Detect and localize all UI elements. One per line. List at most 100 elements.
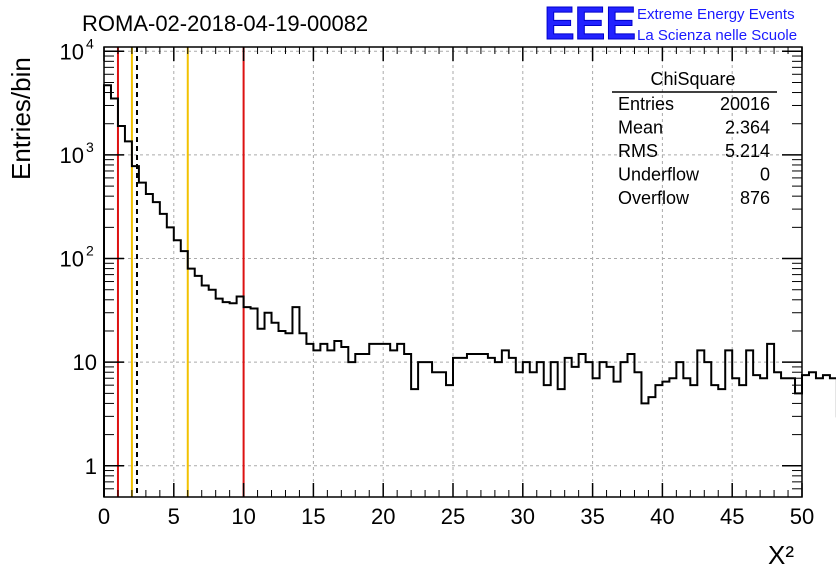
histogram-bin [830,378,836,497]
histogram-bin [446,385,453,497]
histogram-bin [732,378,739,497]
histogram-bin [816,378,823,497]
histogram-bin [502,350,509,497]
histogram-bin [230,303,237,497]
histogram-bin [355,354,362,497]
histogram-bin [390,350,397,497]
logo-line1: Extreme Energy Events [637,6,795,23]
histogram-bin [432,372,439,497]
histogram-bin [690,385,697,497]
y-tick-label-base: 10 [60,247,84,272]
histogram-bin [823,375,830,497]
histogram-bin [655,385,662,497]
histogram-bin [362,354,369,497]
histogram-bin [195,276,202,497]
y-axis-title: Entries/bin [6,57,36,180]
histogram-bin [334,341,341,497]
x-axis-title: X² [768,540,794,570]
histogram-bin [125,141,132,497]
histogram-bin [551,362,558,497]
histogram-bin [139,183,146,497]
histogram-bin [118,126,125,497]
stats-label: RMS [618,141,658,161]
histogram-bin [327,350,334,497]
histogram-bin [383,344,390,497]
histogram-bin [313,350,320,497]
histogram-bin [111,99,118,497]
y-tick-label-base: 10 [60,39,84,64]
histogram-bin [579,354,586,497]
x-tick-label: 35 [580,504,604,529]
x-axis-ticks: 0 5 10 15 20 25 30 35 40 45 50 [98,47,814,529]
histogram-bin [634,372,641,497]
histogram-bin [586,362,593,497]
chart-title: ROMA-02-2018-04-19-00082 [82,11,368,36]
logo-line2: La Scienza nelle Scuole [637,27,797,44]
histogram-bin [697,350,704,497]
x-tick-label: 30 [511,504,535,529]
histogram-bin [481,354,488,497]
histogram-bin [509,358,516,497]
histogram-bin [648,397,655,497]
histogram-bin [209,290,216,497]
histogram-bin [704,362,711,497]
x-tick-label: 40 [650,504,674,529]
histogram-bin [285,333,292,497]
x-tick-label: 5 [168,504,180,529]
histogram-bin [781,378,788,497]
histogram-bin [348,362,355,497]
y-tick-label-exponent: 3 [86,139,94,155]
histogram-bin [216,299,223,497]
histogram-bin [628,354,635,497]
stats-label: Overflow [618,188,690,208]
y-tick-label: 10 3 [60,139,94,168]
histogram-bin [711,385,718,497]
y-tick-label: 10 4 [60,35,94,64]
histogram-bin [558,389,565,497]
histogram-bin [572,367,579,497]
histogram-bin [376,344,383,497]
histogram-bin [760,378,767,497]
histogram-bin [669,378,676,497]
histogram-bin [299,333,306,497]
stats-value: 876 [740,188,770,208]
histogram-bin [272,323,279,497]
histogram-bin [788,378,795,497]
histogram-bin [146,194,153,497]
x-tick-label: 10 [231,504,255,529]
histogram-bin [607,367,614,497]
histogram-bin [132,166,139,497]
stats-value: 0 [760,165,770,185]
x-tick-label: 0 [98,504,110,529]
histogram-bin [600,362,607,497]
histogram-bin [641,403,648,497]
histogram-bin [544,385,551,497]
stats-label: Mean [618,118,663,138]
histogram-bin [718,389,725,497]
histogram-bin [425,362,432,497]
histogram-bin [306,344,313,497]
y-tick-label-exponent: 2 [86,243,94,259]
logo-mark: EEE [544,0,636,49]
y-tick-label: 1 [85,454,97,479]
histogram-bin [411,389,418,497]
histogram-bin [397,344,404,497]
histogram-bin [495,362,502,497]
histogram-bin [251,308,258,497]
histogram-bin [593,378,600,497]
eee-logo: EEE Extreme Energy Events La Scienza nel… [544,0,798,50]
histogram-bin [453,358,460,497]
histogram-bin [488,358,495,497]
histogram-bin [244,307,251,497]
x-tick-label: 45 [720,504,744,529]
histogram-bin [739,385,746,497]
histogram-bin [404,354,411,497]
stats-value: 2.364 [725,118,770,138]
histogram-bin [160,214,167,497]
histogram-bin [467,354,474,497]
histogram-bin [418,362,425,497]
histogram-bin [237,297,244,497]
stats-value: 20016 [720,94,770,114]
